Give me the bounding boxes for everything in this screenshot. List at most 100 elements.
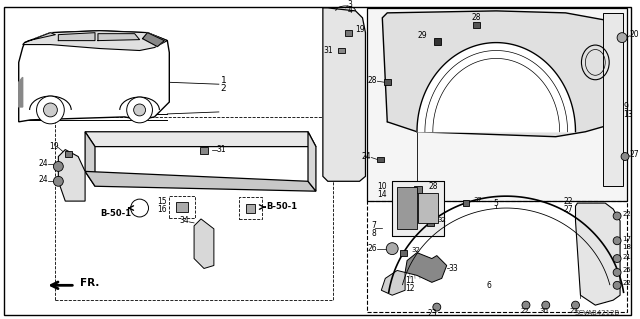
Circle shape xyxy=(617,33,627,43)
Text: 8: 8 xyxy=(371,229,376,238)
Text: 12: 12 xyxy=(405,284,415,293)
Polygon shape xyxy=(58,150,85,201)
Polygon shape xyxy=(575,203,620,305)
Bar xyxy=(378,157,384,162)
Circle shape xyxy=(127,97,152,123)
Polygon shape xyxy=(381,271,405,295)
Polygon shape xyxy=(405,253,447,282)
Text: 2: 2 xyxy=(221,84,227,93)
Polygon shape xyxy=(308,132,316,191)
Polygon shape xyxy=(323,8,365,181)
Polygon shape xyxy=(58,33,95,41)
Text: 33: 33 xyxy=(449,264,458,273)
Text: 29: 29 xyxy=(417,31,427,40)
Text: 27: 27 xyxy=(630,150,639,159)
Polygon shape xyxy=(382,11,620,137)
Text: 31: 31 xyxy=(217,145,227,154)
Text: 15: 15 xyxy=(157,197,166,206)
Text: 1: 1 xyxy=(221,76,227,85)
Bar xyxy=(434,38,441,45)
Text: 34: 34 xyxy=(179,216,189,226)
Text: 26: 26 xyxy=(368,244,378,253)
Polygon shape xyxy=(19,77,22,107)
Text: 13: 13 xyxy=(623,110,633,119)
Bar xyxy=(414,186,422,193)
Circle shape xyxy=(542,301,550,309)
Bar xyxy=(239,197,262,219)
Text: 19: 19 xyxy=(356,25,365,34)
Text: 27: 27 xyxy=(564,204,573,213)
Circle shape xyxy=(613,237,621,245)
Bar xyxy=(200,147,208,153)
Text: B-50-1: B-50-1 xyxy=(100,210,132,219)
Bar xyxy=(176,202,188,212)
Circle shape xyxy=(522,301,530,309)
Text: SCVAB4212B: SCVAB4212B xyxy=(575,310,620,316)
Polygon shape xyxy=(417,43,575,132)
Text: 32: 32 xyxy=(411,247,420,253)
Polygon shape xyxy=(22,31,167,50)
Bar xyxy=(392,181,444,236)
Polygon shape xyxy=(19,31,170,122)
Text: 16: 16 xyxy=(157,204,166,213)
Text: 22: 22 xyxy=(622,211,631,217)
Circle shape xyxy=(36,96,64,124)
Text: 31: 31 xyxy=(323,46,333,55)
Text: 6: 6 xyxy=(486,281,492,290)
Bar xyxy=(427,220,434,226)
Bar xyxy=(56,117,333,300)
Circle shape xyxy=(613,281,621,289)
Text: 23: 23 xyxy=(570,308,579,314)
Bar xyxy=(463,200,470,206)
Text: 32: 32 xyxy=(438,217,447,223)
Text: 28: 28 xyxy=(429,182,438,191)
Circle shape xyxy=(134,104,145,116)
Text: 5: 5 xyxy=(494,199,499,208)
Bar xyxy=(367,201,627,312)
Text: 9: 9 xyxy=(623,102,628,111)
Circle shape xyxy=(53,176,63,186)
Text: 23: 23 xyxy=(427,308,436,317)
Circle shape xyxy=(572,301,579,309)
Circle shape xyxy=(53,161,63,171)
Text: 24: 24 xyxy=(39,159,49,168)
Polygon shape xyxy=(98,34,140,41)
Bar xyxy=(392,181,444,236)
Text: 25: 25 xyxy=(622,267,631,273)
Polygon shape xyxy=(85,132,316,147)
Bar xyxy=(397,187,417,229)
Text: 7: 7 xyxy=(371,221,376,230)
Text: 24: 24 xyxy=(362,152,371,161)
Bar xyxy=(345,30,351,36)
Circle shape xyxy=(433,303,441,311)
Text: 18: 18 xyxy=(622,244,631,250)
Text: 14: 14 xyxy=(378,190,387,199)
Text: 24: 24 xyxy=(39,175,49,184)
Circle shape xyxy=(613,212,621,220)
Text: FR.: FR. xyxy=(80,278,99,288)
Text: 3: 3 xyxy=(348,0,353,10)
Text: 22: 22 xyxy=(564,197,573,206)
Text: 11: 11 xyxy=(405,276,415,285)
Circle shape xyxy=(613,269,621,276)
Bar xyxy=(418,193,438,223)
Text: 32: 32 xyxy=(474,197,483,203)
Text: 4: 4 xyxy=(348,6,353,15)
Text: 19: 19 xyxy=(49,142,58,151)
Text: 22: 22 xyxy=(520,308,529,314)
Polygon shape xyxy=(143,33,164,47)
Bar xyxy=(338,48,345,54)
Polygon shape xyxy=(194,219,214,269)
Bar xyxy=(65,151,72,157)
Text: B-50-1: B-50-1 xyxy=(266,202,298,211)
Text: 21: 21 xyxy=(622,254,631,260)
Bar xyxy=(400,250,407,256)
Polygon shape xyxy=(85,132,95,186)
Bar xyxy=(474,22,481,28)
Text: 28: 28 xyxy=(368,76,378,85)
Bar xyxy=(170,196,195,218)
Polygon shape xyxy=(85,171,316,191)
Bar xyxy=(384,79,391,85)
Text: 17: 17 xyxy=(622,236,631,242)
Text: 10: 10 xyxy=(378,182,387,191)
